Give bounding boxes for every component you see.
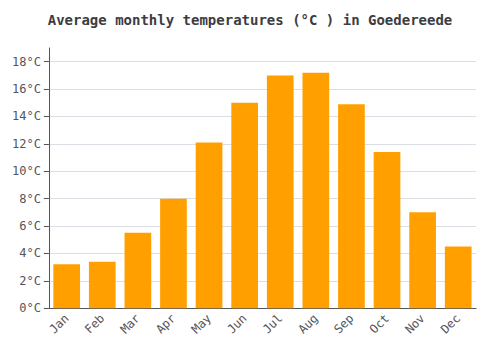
svg-text:Jun: Jun bbox=[224, 311, 249, 336]
svg-text:Jan: Jan bbox=[46, 311, 71, 336]
svg-text:May: May bbox=[189, 311, 214, 336]
svg-text:Dec: Dec bbox=[438, 311, 463, 336]
svg-text:16°C: 16°C bbox=[12, 82, 41, 96]
svg-text:4°C: 4°C bbox=[19, 246, 41, 260]
svg-text:Oct: Oct bbox=[367, 311, 392, 336]
svg-text:Feb: Feb bbox=[82, 311, 107, 336]
svg-text:18°C: 18°C bbox=[12, 55, 41, 69]
svg-text:Mar: Mar bbox=[118, 311, 143, 336]
svg-text:12°C: 12°C bbox=[12, 137, 41, 151]
svg-text:0°C: 0°C bbox=[19, 301, 41, 315]
svg-text:14°C: 14°C bbox=[12, 109, 41, 123]
svg-text:8°C: 8°C bbox=[19, 192, 41, 206]
svg-text:6°C: 6°C bbox=[19, 219, 41, 233]
svg-text:Sep: Sep bbox=[331, 311, 356, 336]
svg-text:Apr: Apr bbox=[153, 311, 178, 336]
svg-text:Average monthly temperatures (: Average monthly temperatures (°C ) in Go… bbox=[48, 12, 453, 28]
svg-text:2°C: 2°C bbox=[19, 274, 41, 288]
svg-text:Aug: Aug bbox=[296, 311, 321, 336]
svg-text:10°C: 10°C bbox=[12, 164, 41, 178]
svg-text:Jul: Jul bbox=[260, 311, 285, 336]
svg-text:Nov: Nov bbox=[402, 311, 427, 336]
